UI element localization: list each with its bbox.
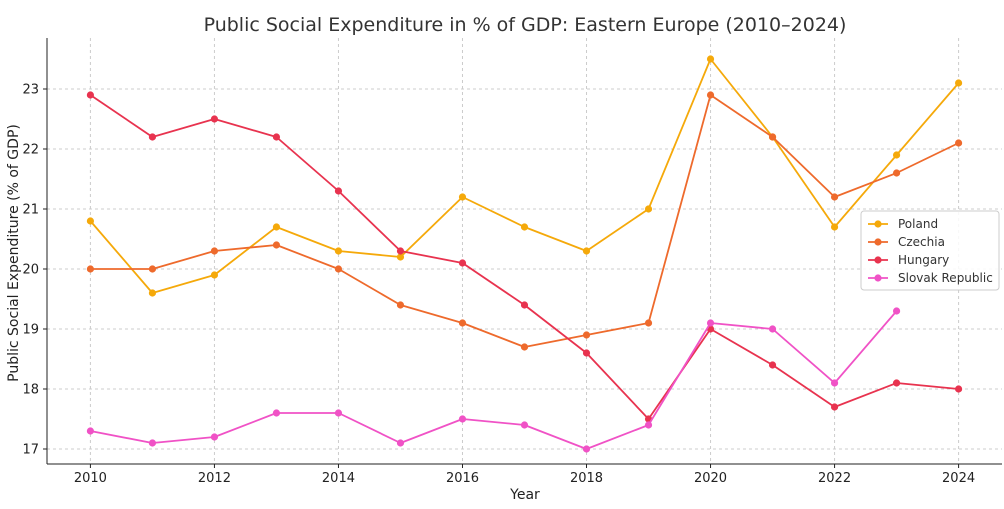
data-point-czechia bbox=[334, 265, 343, 273]
y-tick-label: 17 bbox=[22, 443, 39, 458]
x-tick-label: 2012 bbox=[198, 471, 231, 486]
x-tick-label: 2022 bbox=[818, 471, 851, 486]
data-point-hungary bbox=[396, 247, 405, 255]
data-point-slovak-republic bbox=[272, 409, 281, 417]
data-point-czechia bbox=[954, 139, 963, 147]
data-point-czechia bbox=[86, 265, 95, 273]
legend-label-czechia: Czechia bbox=[898, 235, 945, 249]
y-tick-label: 19 bbox=[22, 323, 39, 338]
data-point-slovak-republic bbox=[582, 445, 591, 453]
data-point-poland bbox=[520, 223, 529, 231]
data-point-slovak-republic bbox=[334, 409, 343, 417]
data-point-poland bbox=[458, 193, 467, 201]
legend-marker-czechia bbox=[874, 238, 882, 246]
y-tick-label: 20 bbox=[22, 263, 39, 278]
data-point-czechia bbox=[892, 169, 901, 177]
data-point-slovak-republic bbox=[520, 421, 529, 429]
x-tick-label: 2018 bbox=[570, 471, 603, 486]
x-tick-label: 2016 bbox=[446, 471, 479, 486]
y-tick-label: 22 bbox=[22, 143, 39, 158]
legend-label-hungary: Hungary bbox=[898, 253, 949, 267]
data-point-hungary bbox=[86, 91, 95, 99]
data-point-czechia bbox=[706, 91, 715, 99]
data-point-poland bbox=[210, 271, 219, 279]
data-point-czechia bbox=[272, 241, 281, 249]
data-point-poland bbox=[892, 151, 901, 159]
data-point-slovak-republic bbox=[892, 307, 901, 315]
data-point-hungary bbox=[148, 133, 157, 141]
data-point-poland bbox=[334, 247, 343, 255]
y-tick-label: 23 bbox=[22, 83, 39, 98]
data-point-slovak-republic bbox=[396, 439, 405, 447]
tick-labels: 2010 2012 2014 2016 2018 2020 2022 202417181920… bbox=[22, 83, 975, 487]
data-point-hungary bbox=[830, 403, 839, 411]
x-tick-label: 2010 bbox=[74, 471, 107, 486]
data-point-czechia bbox=[768, 133, 777, 141]
data-point-poland bbox=[148, 289, 157, 297]
data-point-poland bbox=[272, 223, 281, 231]
series-line-czechia bbox=[90, 94, 959, 348]
data-point-hungary bbox=[954, 385, 963, 393]
data-point-czechia bbox=[582, 331, 591, 339]
legend-label-poland: Poland bbox=[898, 217, 938, 231]
data-point-czechia bbox=[148, 265, 157, 273]
data-point-hungary bbox=[582, 349, 591, 357]
data-point-slovak-republic bbox=[768, 325, 777, 333]
x-tick-label: 2024 bbox=[942, 471, 975, 486]
data-point-poland bbox=[954, 79, 963, 87]
data-point-slovak-republic bbox=[86, 427, 95, 435]
legend: Poland Czechia Hungary Slovak Republic bbox=[860, 210, 1000, 291]
y-tick-label: 21 bbox=[22, 203, 39, 218]
y-axis-label: Public Social Expenditure (% of GDP) bbox=[6, 124, 22, 382]
data-point-hungary bbox=[458, 259, 467, 267]
data-point-slovak-republic bbox=[210, 433, 219, 441]
data-point-slovak-republic bbox=[644, 421, 653, 429]
y-tick-label: 18 bbox=[22, 383, 39, 398]
series-lines bbox=[86, 55, 963, 453]
x-tick-label: 2020 bbox=[694, 471, 727, 486]
data-point-slovak-republic bbox=[458, 415, 467, 423]
data-point-hungary bbox=[892, 379, 901, 387]
gridlines bbox=[47, 38, 1002, 464]
data-point-hungary bbox=[272, 133, 281, 141]
series-line-hungary bbox=[89, 94, 959, 420]
data-point-czechia bbox=[458, 319, 467, 327]
legend-marker-poland bbox=[874, 220, 882, 228]
legend-label-slovak-republic: Slovak Republic bbox=[898, 271, 993, 285]
data-point-hungary bbox=[520, 301, 529, 309]
data-point-hungary bbox=[768, 361, 777, 369]
series-line-poland bbox=[89, 58, 960, 294]
data-point-slovak-republic bbox=[830, 379, 839, 387]
data-point-czechia bbox=[830, 193, 839, 201]
data-point-poland bbox=[830, 223, 839, 231]
data-point-poland bbox=[706, 55, 715, 63]
x-tick-label: 2014 bbox=[322, 471, 355, 486]
data-point-czechia bbox=[396, 301, 405, 309]
series-line-slovak-republic bbox=[90, 310, 898, 450]
legend-marker-hungary bbox=[874, 256, 882, 264]
data-point-czechia bbox=[520, 343, 529, 351]
data-point-czechia bbox=[644, 319, 653, 327]
data-point-czechia bbox=[210, 247, 219, 255]
legend-box bbox=[860, 210, 1000, 291]
legend-marker-slovak-republic bbox=[874, 274, 882, 282]
data-point-hungary bbox=[210, 115, 219, 123]
data-point-hungary bbox=[334, 187, 343, 195]
data-point-poland bbox=[396, 253, 405, 261]
x-axis-label: Year bbox=[509, 487, 540, 503]
data-point-slovak-republic bbox=[148, 439, 157, 447]
data-point-poland bbox=[86, 217, 95, 225]
data-point-poland bbox=[644, 205, 653, 213]
axes bbox=[43, 38, 1002, 468]
data-point-slovak-republic bbox=[706, 319, 715, 327]
chart-title: Public Social Expenditure in % of GDP: E… bbox=[204, 14, 847, 36]
data-point-poland bbox=[582, 247, 591, 255]
